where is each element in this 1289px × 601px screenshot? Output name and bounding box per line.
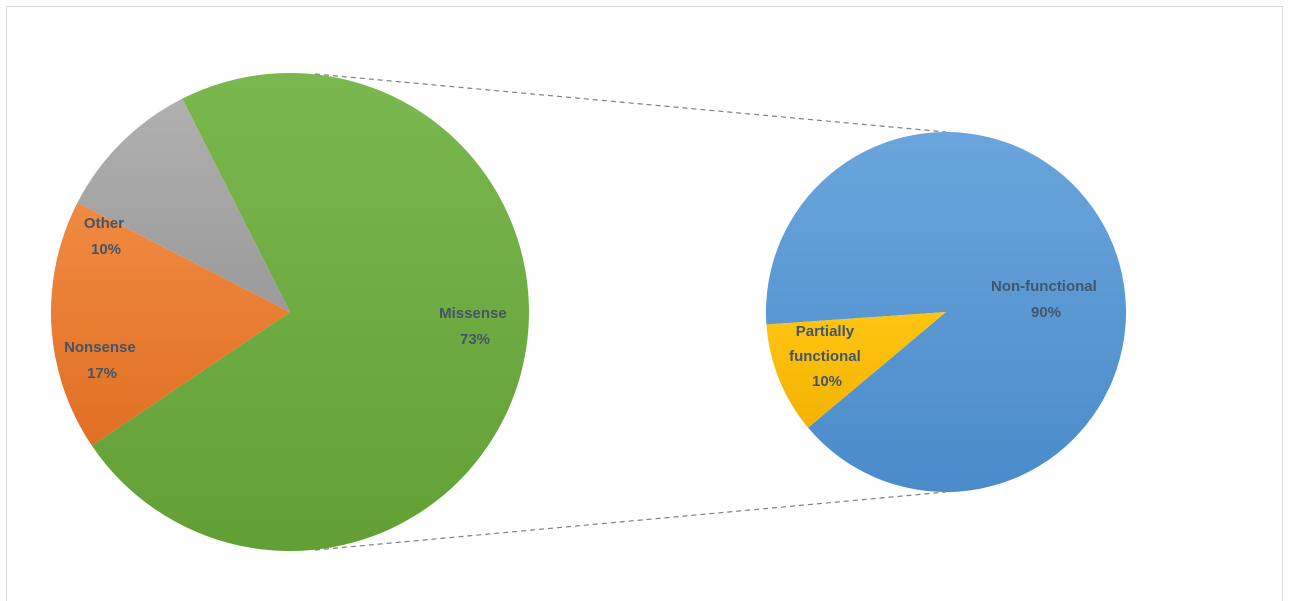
label-nonsense-value: 17% bbox=[87, 365, 117, 382]
connector-line-top bbox=[314, 73, 947, 133]
label-partially-functional-value: 10% bbox=[812, 373, 842, 390]
label-nonsense-name: Nonsense bbox=[64, 339, 136, 356]
label-non-functional-name: Non-functional bbox=[991, 278, 1097, 295]
label-partially-name-line1: Partially bbox=[796, 323, 855, 340]
label-partially-functional: Partially functional 10% bbox=[789, 323, 865, 390]
label-non-functional: Non-functional 90% bbox=[991, 278, 1101, 321]
slice-nonsense bbox=[50, 202, 290, 446]
label-missense-name: Missense bbox=[439, 305, 507, 322]
label-nonsense: Nonsense 17% bbox=[64, 339, 140, 382]
label-non-functional-value: 90% bbox=[1031, 304, 1061, 321]
label-other: Other 10% bbox=[84, 215, 128, 258]
label-other-value: 10% bbox=[91, 241, 121, 258]
label-other-name: Other bbox=[84, 215, 124, 232]
label-missense-value: 73% bbox=[460, 331, 490, 348]
label-missense: Missense 73% bbox=[439, 305, 511, 348]
slice-non-functional bbox=[766, 132, 1127, 493]
slice-missense bbox=[91, 72, 529, 551]
slice-other bbox=[77, 98, 291, 312]
connector-line-bottom bbox=[314, 491, 947, 551]
label-partially-name-line2: functional bbox=[789, 348, 861, 365]
slice-partially-functional bbox=[766, 312, 946, 428]
